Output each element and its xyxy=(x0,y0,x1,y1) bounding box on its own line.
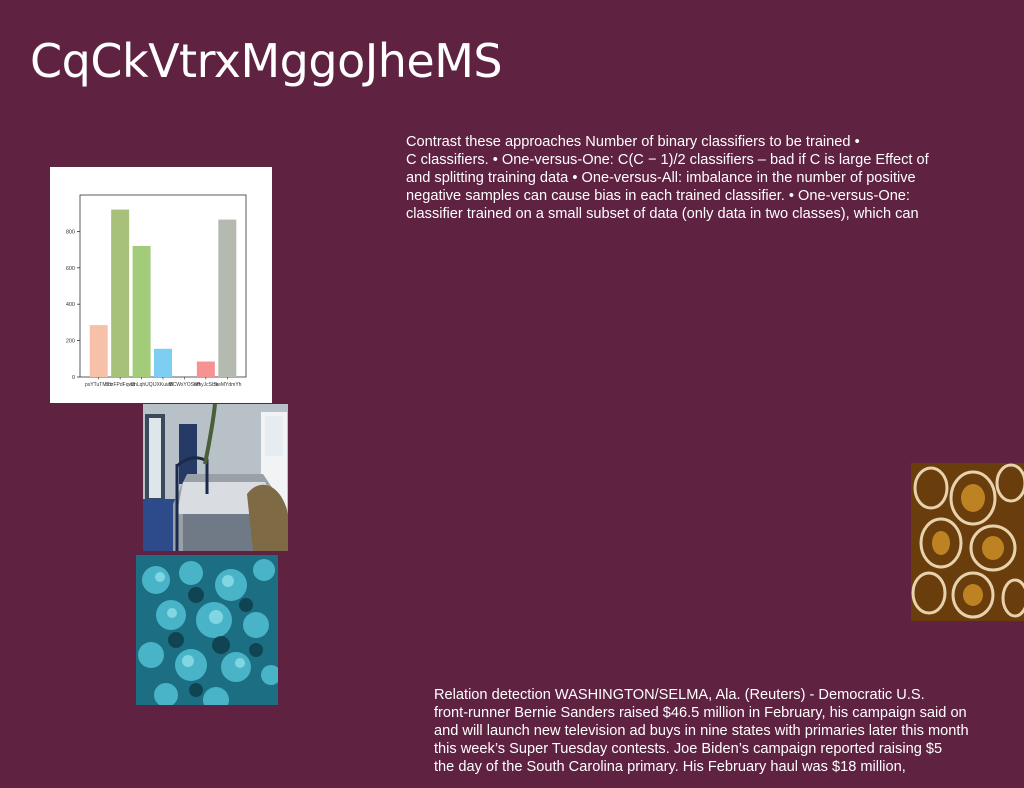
y-tick-label: 800 xyxy=(66,229,75,235)
x-tick-label: bozFPdFqwb xyxy=(105,382,135,388)
bar-chart-image: 0 200 400 600 800 psYTuTMTb bozFPdFqwb UhLqhUQ I… xyxy=(50,167,272,403)
text-line: Relation detection WASHINGTON/SELMA, Ala… xyxy=(434,687,925,703)
x-tick-label: MCWsYOSoH xyxy=(168,382,200,388)
bar-UhLqhUQ xyxy=(132,245,151,377)
bar-WhyJcSHs xyxy=(196,361,215,377)
bar-bozFPdFqwb xyxy=(111,209,130,377)
text-line: negative samples can cause bias in each … xyxy=(406,188,910,204)
text-line: C classifiers. • One-versus-One: C(C − 1… xyxy=(406,152,929,168)
bar-psYTuTMTb xyxy=(89,325,108,377)
y-tick-label: 400 xyxy=(66,302,75,308)
text-line: Contrast these approaches Number of bina… xyxy=(406,134,860,150)
bar-IJXKuiaB xyxy=(154,348,172,377)
x-tick-label: JkeMYdmYh xyxy=(213,382,242,388)
x-tick-label: UhLqhUQ xyxy=(130,382,152,388)
x-tick-label: WhyJcSHs xyxy=(194,382,219,388)
text-line: and splitting training data • One-versus… xyxy=(406,170,916,186)
foliage-photo xyxy=(136,555,278,705)
y-tick-label: 0 xyxy=(72,375,75,381)
bedroom-photo xyxy=(143,404,288,551)
x-tick-label: psYTuTMTb xyxy=(85,382,113,388)
text-line: classifier trained on a small subset of … xyxy=(406,206,919,222)
text-line: the day of the South Carolina primary. H… xyxy=(434,759,906,775)
text-line: front-runner Bernie Sanders raised $46.5… xyxy=(434,705,967,721)
slide-title: CqCkVtrxMggoJheMS xyxy=(30,34,503,88)
text-line: this week’s Super Tuesday contests. Joe … xyxy=(434,741,943,757)
text-block-top: Contrast these approaches Number of bina… xyxy=(406,133,1006,223)
y-tick-label: 200 xyxy=(66,339,75,345)
y-tick-label: 600 xyxy=(66,266,75,272)
bar-JkeMYdmYh xyxy=(218,219,237,377)
text-block-bottom: Relation detection WASHINGTON/SELMA, Ala… xyxy=(434,686,1024,776)
x-tick-label: IJXKuiaB xyxy=(153,382,174,388)
texture-photo xyxy=(911,463,1024,621)
text-line: and will launch new television ad buys i… xyxy=(434,723,969,739)
